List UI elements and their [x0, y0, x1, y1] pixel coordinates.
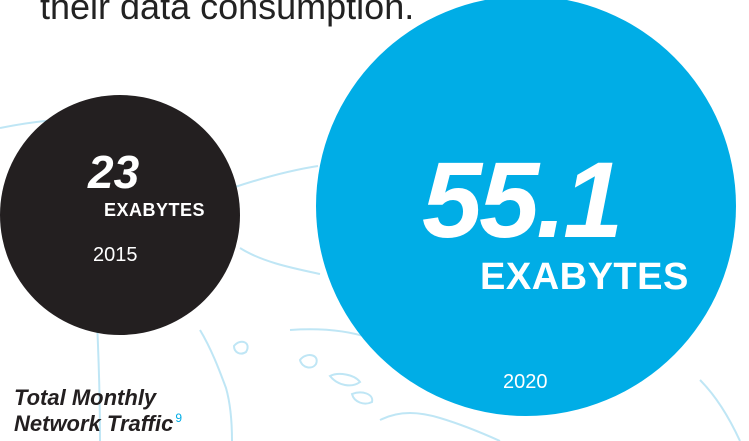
unit-label-2020: EXABYTES	[480, 256, 689, 298]
caption-line-2: Network Traffic 9	[14, 411, 182, 437]
footnote-marker: 9	[175, 411, 183, 426]
caption-line-1: Total Monthly	[14, 385, 157, 410]
value-label-2020: 55.1	[422, 139, 623, 260]
value-label-2015: 23	[88, 146, 140, 198]
unit-label-2015: EXABYTES	[104, 200, 206, 220]
bubble-2015: 23 EXABYTES 2015	[0, 95, 240, 335]
year-label-2015: 2015	[93, 244, 138, 266]
chart-caption: Total Monthly Network Traffic 9	[14, 385, 182, 438]
year-label-2020: 2020	[503, 371, 548, 393]
caption-line-2-text: Network Traffic	[14, 411, 174, 437]
bubble-2020: 55.1 EXABYTES 2020	[316, 0, 736, 416]
headline-text: their data consumption.	[40, 0, 415, 27]
